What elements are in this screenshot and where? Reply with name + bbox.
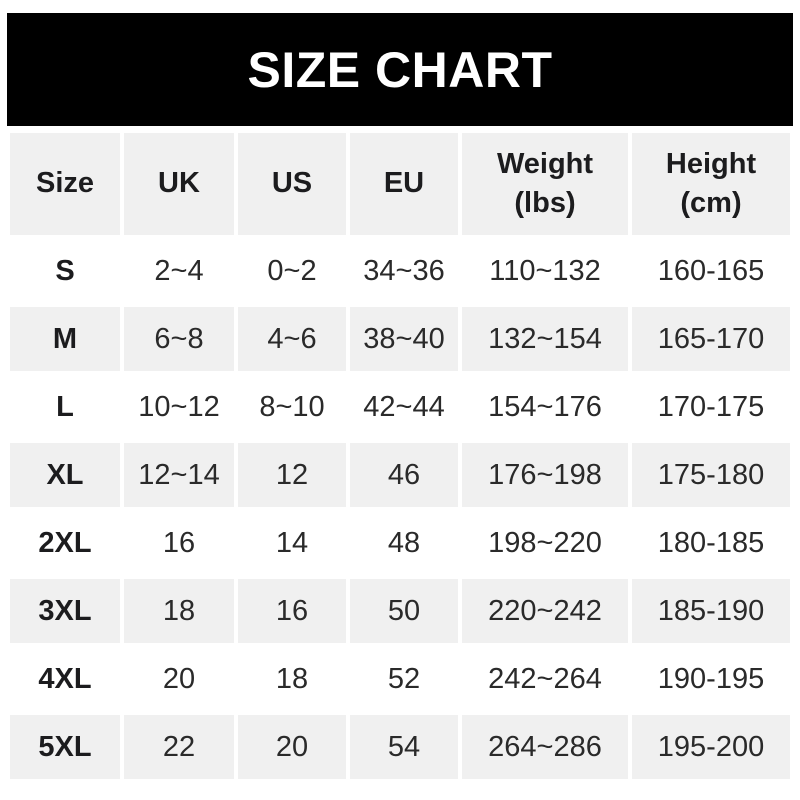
height-cell: 175-180 [632,443,790,507]
uk-cell: 10~12 [124,375,234,439]
eu-cell: 50 [350,579,458,643]
table-row-m: M 6~8 4~6 38~40 132~154 165-170 [10,307,790,371]
size-chart-page: SIZE CHART Size UK US [0,13,800,800]
size-cell: 3XL [10,579,120,643]
size-cell: XL [10,443,120,507]
weight-cell: 198~220 [462,511,628,575]
height-cell: 160-165 [632,239,790,303]
eu-cell: 46 [350,443,458,507]
col-header-eu: EU [350,133,458,235]
col-header-label: Height [665,147,757,180]
size-cell: M [10,307,120,371]
table-row-5xl: 5XL 22 20 54 264~286 195-200 [10,715,790,779]
height-cell: 185-190 [632,579,790,643]
us-cell: 4~6 [238,307,346,371]
col-header-label: Weight [496,147,594,180]
eu-cell: 54 [350,715,458,779]
size-chart-table: Size UK US EU Weight (lbs) [6,129,794,783]
weight-cell: 220~242 [462,579,628,643]
uk-cell: 20 [124,647,234,711]
col-header-weight: Weight (lbs) [462,133,628,235]
uk-cell: 2~4 [124,239,234,303]
col-header-height: Height (cm) [632,133,790,235]
weight-cell: 176~198 [462,443,628,507]
weight-cell: 110~132 [462,239,628,303]
weight-cell: 264~286 [462,715,628,779]
uk-cell: 18 [124,579,234,643]
size-cell: 5XL [10,715,120,779]
height-cell: 170-175 [632,375,790,439]
eu-cell: 38~40 [350,307,458,371]
height-cell: 190-195 [632,647,790,711]
weight-cell: 242~264 [462,647,628,711]
weight-cell: 154~176 [462,375,628,439]
table-row-l: L 10~12 8~10 42~44 154~176 170-175 [10,375,790,439]
eu-cell: 52 [350,647,458,711]
height-cell: 195-200 [632,715,790,779]
table-row-2xl: 2XL 16 14 48 198~220 180-185 [10,511,790,575]
col-header-size: Size [10,133,120,235]
table-row-s: S 2~4 0~2 34~36 110~132 160-165 [10,239,790,303]
col-header-label: US [271,167,313,200]
col-header-label: Size [35,167,95,200]
weight-cell: 132~154 [462,307,628,371]
size-cell: 2XL [10,511,120,575]
uk-cell: 16 [124,511,234,575]
uk-cell: 12~14 [124,443,234,507]
table-row-4xl: 4XL 20 18 52 242~264 190-195 [10,647,790,711]
us-cell: 0~2 [238,239,346,303]
eu-cell: 42~44 [350,375,458,439]
size-cell: 4XL [10,647,120,711]
us-cell: 14 [238,511,346,575]
col-header-sub: (cm) [680,187,742,219]
header-row: Size UK US EU Weight (lbs) [10,133,790,235]
col-header-sub: (lbs) [514,187,576,219]
size-cell: L [10,375,120,439]
size-cell: S [10,239,120,303]
us-cell: 20 [238,715,346,779]
col-header-us: US [238,133,346,235]
us-cell: 16 [238,579,346,643]
us-cell: 12 [238,443,346,507]
uk-cell: 6~8 [124,307,234,371]
col-header-label: EU [383,167,425,200]
page-title: SIZE CHART [247,41,553,98]
table-row-xl: XL 12~14 12 46 176~198 175-180 [10,443,790,507]
col-header-uk: UK [124,133,234,235]
us-cell: 18 [238,647,346,711]
height-cell: 180-185 [632,511,790,575]
eu-cell: 34~36 [350,239,458,303]
uk-cell: 22 [124,715,234,779]
eu-cell: 48 [350,511,458,575]
banner: SIZE CHART [7,13,793,126]
us-cell: 8~10 [238,375,346,439]
height-cell: 165-170 [632,307,790,371]
col-header-label: UK [158,167,200,200]
table-row-3xl: 3XL 18 16 50 220~242 185-190 [10,579,790,643]
